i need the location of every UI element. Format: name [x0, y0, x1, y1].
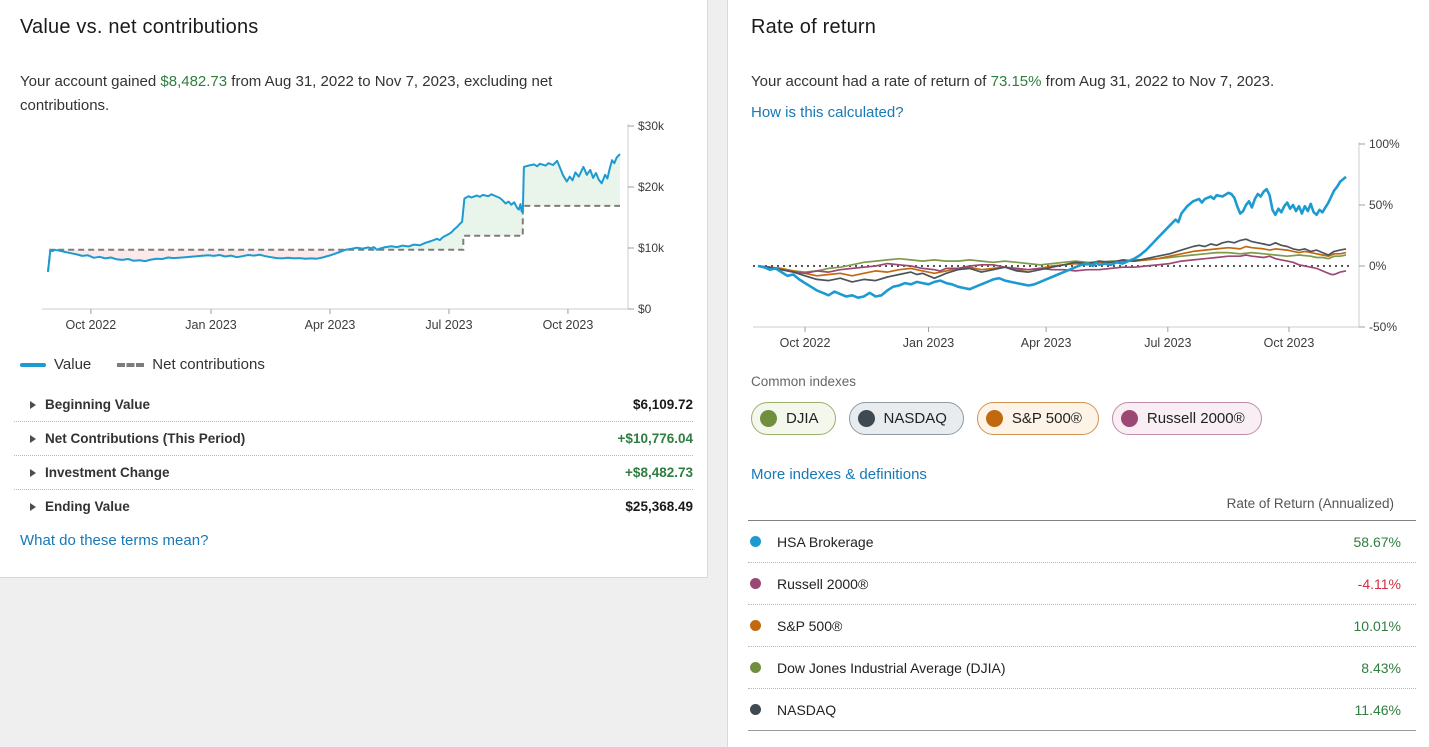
- table-row-djia: Dow Jones Industrial Average (DJIA) 8.43…: [748, 647, 1416, 689]
- row-label: Beginning Value: [45, 397, 151, 412]
- account-gain-summary: Your account gained $8,482.73 from Aug 3…: [20, 70, 635, 118]
- rate-of-return-column-header: Rate of Return (Annualized): [1226, 496, 1394, 511]
- rate-of-return-chart[interactable]: -50% 0% 50% 100% Oct 2022 Jan 2023 Apr 2023 Jul…: [741, 132, 1421, 358]
- page-title: Rate of return: [751, 16, 877, 38]
- sp500-dot-icon: [750, 620, 761, 631]
- pill-label: NASDAQ: [883, 410, 947, 427]
- row-value: 58.67%: [1353, 533, 1401, 550]
- svg-text:Apr 2023: Apr 2023: [1021, 336, 1072, 350]
- row-value: 10.01%: [1353, 617, 1401, 634]
- pill-nasdaq[interactable]: NASDAQ: [848, 402, 964, 435]
- row-ending-value[interactable]: Ending Value $25,368.49: [14, 490, 693, 523]
- svg-text:$0: $0: [638, 302, 652, 316]
- row-label: NASDAQ: [777, 701, 837, 718]
- row-value: $6,109.72: [632, 397, 693, 412]
- svg-text:Oct 2023: Oct 2023: [1264, 336, 1315, 350]
- expand-triangle-icon: [30, 502, 36, 511]
- return-percent: 73.15%: [990, 73, 1042, 90]
- contributions-line-swatch-icon: [117, 362, 145, 367]
- page-title: Value vs. net contributions: [20, 16, 259, 38]
- rate-of-return-panel: Rate of return Your account had a rate o…: [727, 0, 1430, 747]
- gain-amount: $8,482.73: [160, 73, 228, 90]
- rate-of-return-table: HSA Brokerage 58.67% Russell 2000® -4.11…: [748, 520, 1416, 731]
- how-calculated-link[interactable]: How is this calculated?: [751, 104, 904, 121]
- row-label: Dow Jones Industrial Average (DJIA): [777, 659, 1006, 676]
- row-value: +$10,776.04: [617, 431, 693, 446]
- svg-text:100%: 100%: [1369, 137, 1400, 151]
- sp500-dot-icon: [985, 410, 1003, 427]
- djia-dot-icon: [760, 410, 777, 427]
- legend-item-value: Value: [20, 356, 91, 373]
- svg-text:Apr 2023: Apr 2023: [305, 318, 356, 332]
- svg-text:$20k: $20k: [638, 180, 665, 194]
- summary-prefix: Your account had a rate of return of: [751, 73, 991, 90]
- legend-contributions-label: Net contributions: [152, 356, 265, 373]
- pill-label: S&P 500®: [1011, 410, 1082, 427]
- svg-text:Oct 2022: Oct 2022: [780, 336, 831, 350]
- row-label: Russell 2000®: [777, 575, 869, 592]
- svg-text:0%: 0%: [1369, 259, 1387, 273]
- row-net-contributions[interactable]: Net Contributions (This Period) +$10,776…: [14, 422, 693, 456]
- row-investment-change[interactable]: Investment Change +$8,482.73: [14, 456, 693, 490]
- nasdaq-dot-icon: [750, 704, 761, 715]
- value-vs-contributions-chart[interactable]: $0 $10k $20k $30k Oct 2022 Jan 2023 Apr 2023 Ju…: [8, 116, 698, 342]
- legend-value-label: Value: [54, 356, 92, 373]
- row-label: Investment Change: [45, 465, 170, 480]
- pill-label: DJIA: [786, 410, 819, 427]
- terms-definition-link[interactable]: What do these terms mean?: [20, 532, 209, 549]
- svg-text:$30k: $30k: [638, 119, 665, 133]
- table-row-nasdaq: NASDAQ 11.46%: [748, 689, 1416, 730]
- svg-text:Jul 2023: Jul 2023: [425, 318, 472, 332]
- row-label: Ending Value: [45, 499, 130, 514]
- pill-label: Russell 2000®: [1146, 410, 1245, 427]
- legend-item-net-contributions: Net contributions: [117, 356, 265, 373]
- row-label: S&P 500®: [777, 617, 843, 634]
- expand-triangle-icon: [30, 434, 36, 443]
- rate-of-return-summary: Your account had a rate of return of 73.…: [751, 70, 1391, 94]
- value-line-swatch-icon: [20, 362, 46, 367]
- row-value: -4.11%: [1357, 575, 1401, 592]
- table-row-russell2000: Russell 2000® -4.11%: [748, 563, 1416, 605]
- row-value: 11.46%: [1354, 701, 1401, 718]
- summary-suffix: from Aug 31, 2022 to Nov 7, 2023, exclud…: [20, 73, 553, 114]
- svg-text:Jan 2023: Jan 2023: [185, 318, 236, 332]
- summary-suffix: from Aug 31, 2022 to Nov 7, 2023.: [1041, 73, 1275, 90]
- nasdaq-dot-icon: [857, 410, 875, 427]
- row-label: HSA Brokerage: [777, 533, 874, 550]
- svg-text:$10k: $10k: [638, 241, 665, 255]
- value-summary-table: Beginning Value $6,109.72 Net Contributi…: [14, 388, 693, 523]
- svg-text:-50%: -50%: [1369, 320, 1397, 334]
- russell2000-dot-icon: [1120, 410, 1138, 427]
- svg-text:Oct 2022: Oct 2022: [66, 318, 117, 332]
- summary-prefix: Your account gained: [20, 73, 161, 90]
- hsa-brokerage-dot-icon: [750, 536, 761, 547]
- row-label: Net Contributions (This Period): [45, 431, 246, 446]
- table-row-hsa-brokerage: HSA Brokerage 58.67%: [748, 521, 1416, 563]
- more-indexes-link[interactable]: More indexes & definitions: [751, 466, 927, 483]
- index-toggle-group: DJIA NASDAQ S&P 500® Russell 2000®: [751, 402, 1262, 435]
- row-value: +$8,482.73: [625, 465, 693, 480]
- row-beginning-value[interactable]: Beginning Value $6,109.72: [14, 388, 693, 422]
- value-vs-contributions-panel: Value vs. net contributions Your account…: [0, 0, 708, 578]
- pill-sp500[interactable]: S&P 500®: [976, 402, 1099, 435]
- expand-triangle-icon: [30, 400, 36, 409]
- row-value: $25,368.49: [625, 499, 693, 514]
- pill-djia[interactable]: DJIA: [751, 402, 836, 435]
- svg-text:50%: 50%: [1369, 198, 1393, 212]
- expand-triangle-icon: [30, 468, 36, 477]
- russell2000-dot-icon: [750, 578, 761, 589]
- djia-dot-icon: [750, 662, 761, 673]
- svg-text:Oct 2023: Oct 2023: [543, 318, 594, 332]
- table-row-sp500: S&P 500® 10.01%: [748, 605, 1416, 647]
- chart-legend: Value Net contributions: [20, 356, 265, 373]
- common-indexes-label: Common indexes: [751, 374, 857, 389]
- row-value: 8.43%: [1361, 659, 1401, 676]
- svg-text:Jan 2023: Jan 2023: [903, 336, 954, 350]
- pill-russell2000[interactable]: Russell 2000®: [1111, 402, 1262, 435]
- svg-text:Jul 2023: Jul 2023: [1144, 336, 1191, 350]
